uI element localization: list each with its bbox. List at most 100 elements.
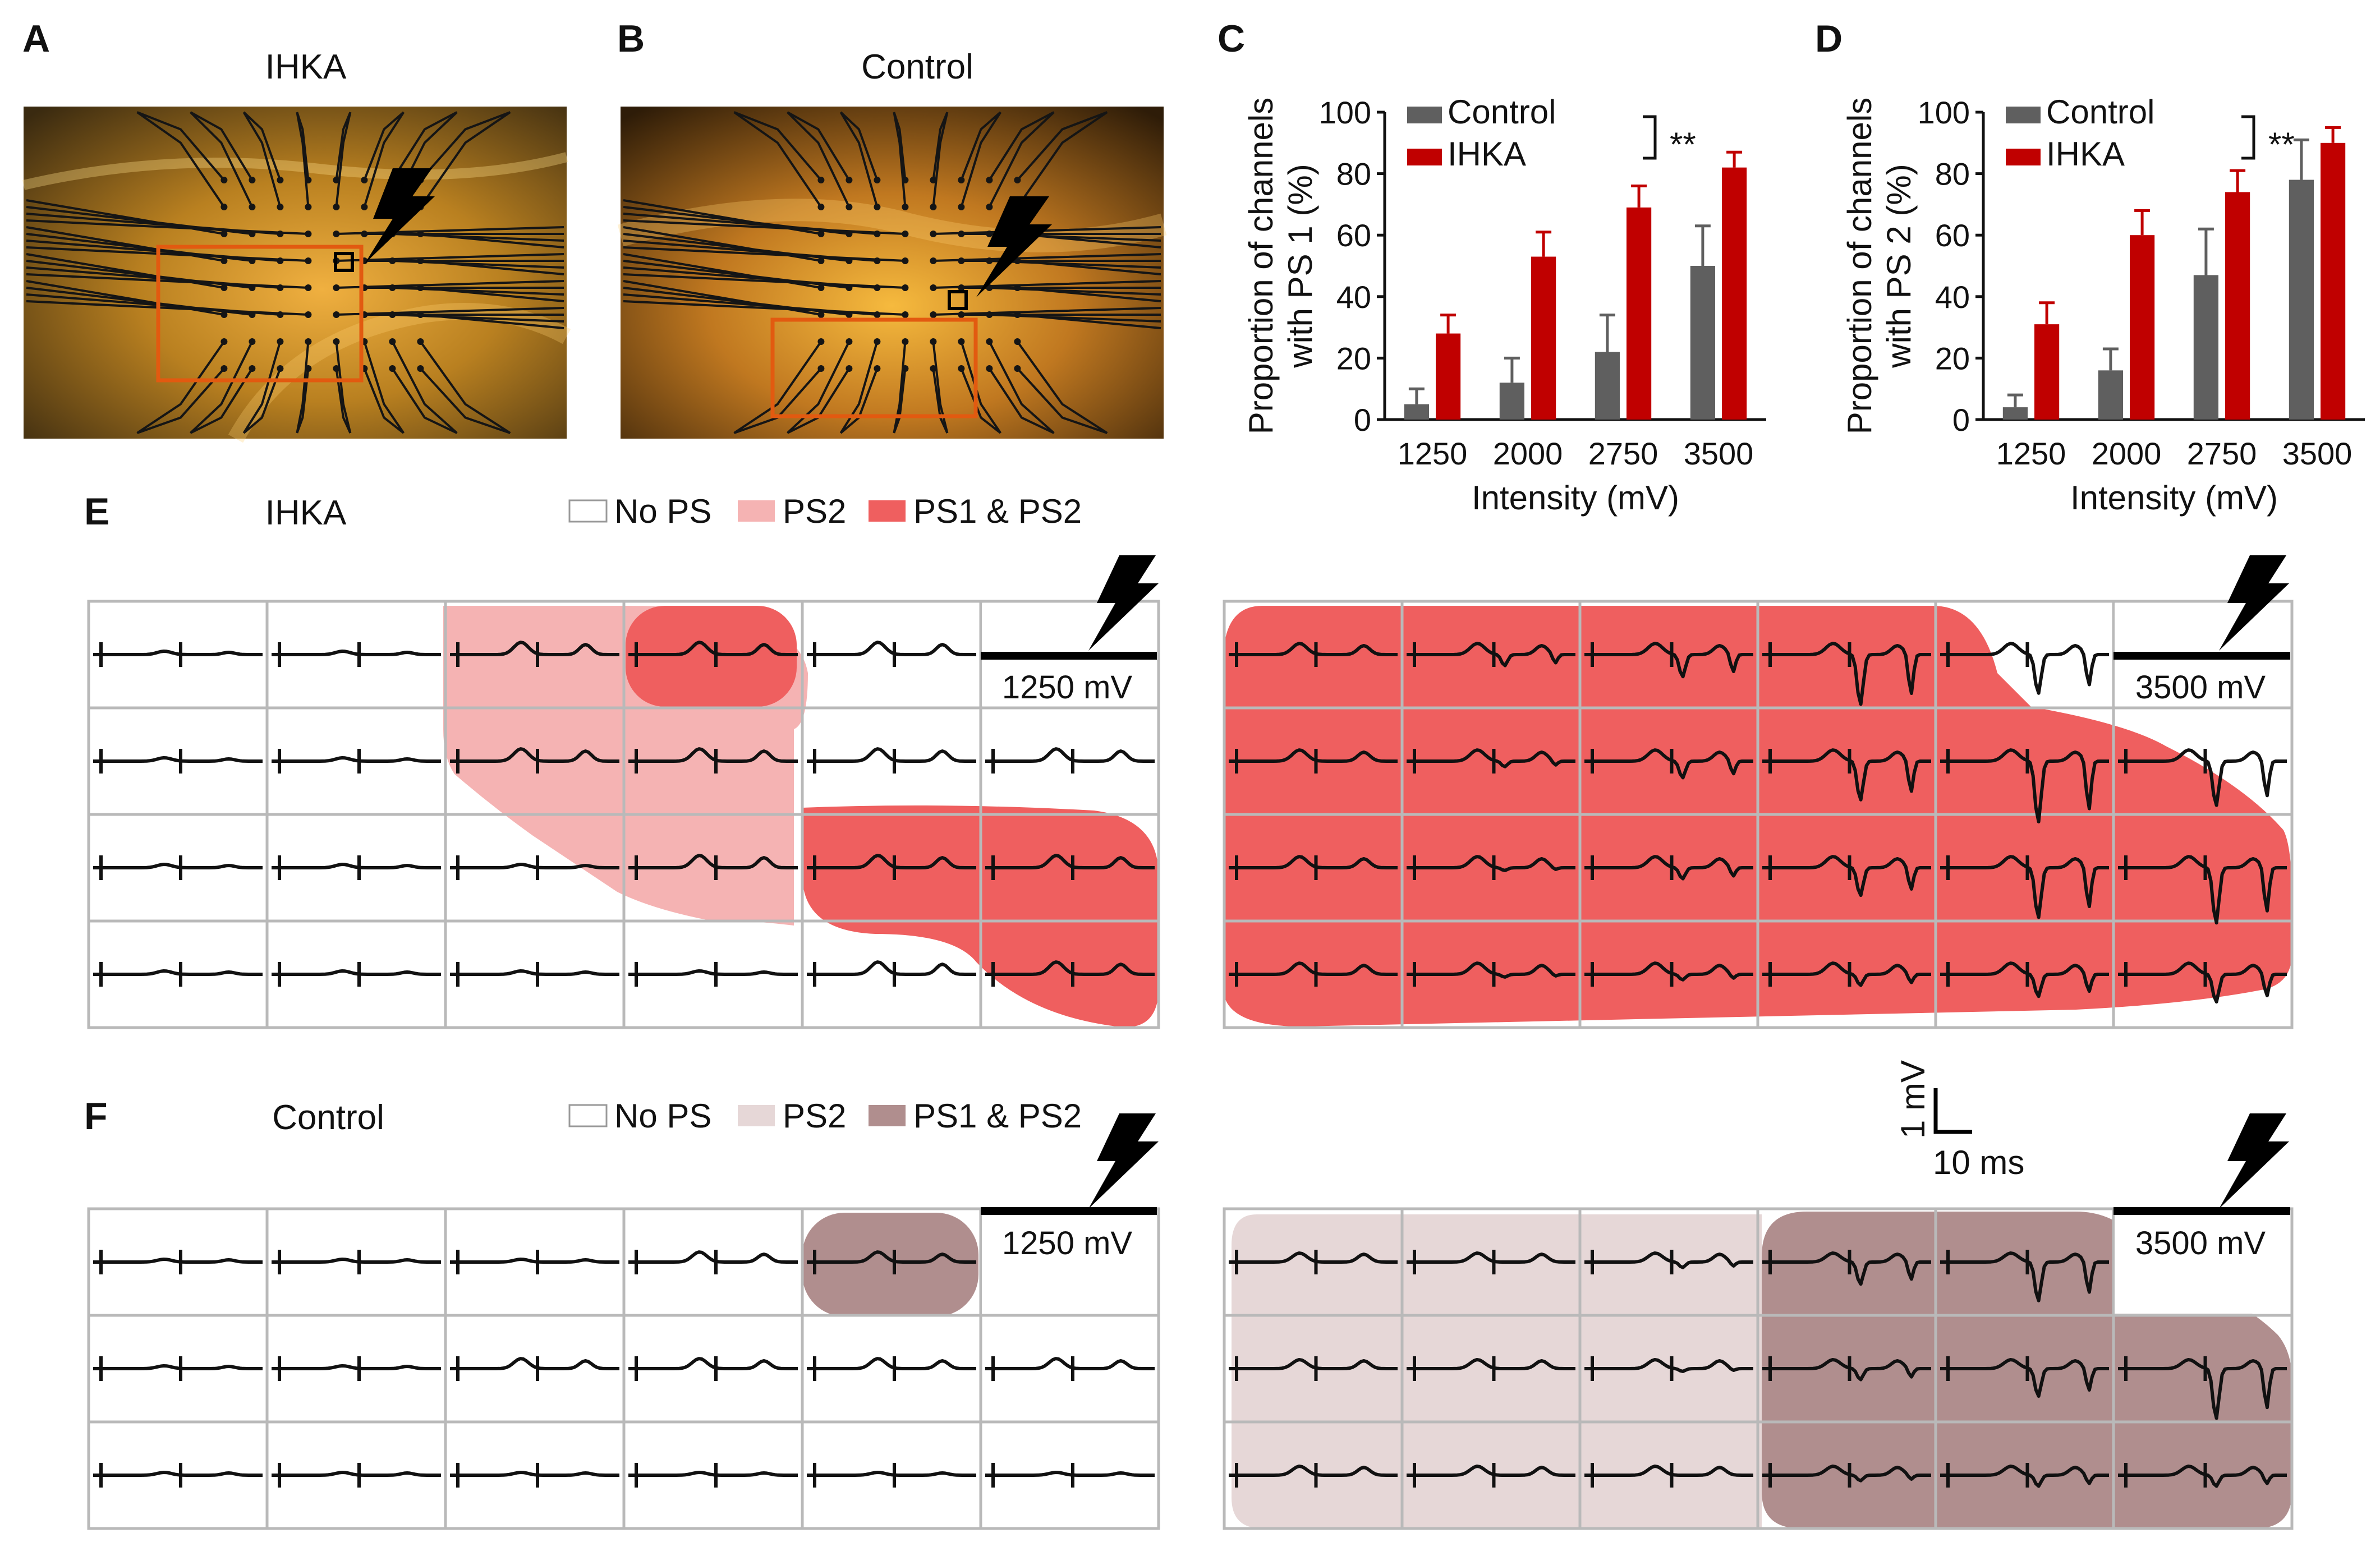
- y-axis-label: Proportion of channels: [1841, 98, 1878, 434]
- legend-swatch-ps1-ps2: [869, 1105, 906, 1126]
- y-tick-label: 0: [1354, 402, 1371, 438]
- control-grid-1250: 1250 mV: [87, 1113, 1160, 1530]
- trace: [1940, 961, 2109, 998]
- control-slice-photo: [617, 107, 1167, 439]
- lightning-bolt-icon: [1088, 1113, 1159, 1209]
- significance-label: **: [1670, 126, 1696, 163]
- error-bar: [2230, 169, 2246, 192]
- lightning-bolt-icon: [976, 196, 1052, 297]
- bar-control-1250: [2002, 407, 2028, 420]
- scale-bar-time-label: 10 ms: [1933, 1144, 2024, 1181]
- stimulus-intensity-label: 3500 mV: [2135, 1225, 2266, 1261]
- trace: [93, 1364, 263, 1370]
- bar-control-2750: [2193, 275, 2218, 420]
- panel-b-title: Control: [861, 48, 973, 86]
- electrode-lead: [26, 111, 564, 434]
- error-bar: [1504, 356, 1520, 383]
- bar-control-2000: [2098, 370, 2123, 420]
- legend-label-ps2: PS2: [783, 1097, 846, 1135]
- trace: [807, 1250, 976, 1264]
- x-tick-label: 3500: [2282, 436, 2353, 471]
- panel-c-letter: C: [1217, 17, 1245, 60]
- stimulation-electrode-marker: [334, 252, 354, 272]
- y-tick-label: 80: [1336, 156, 1371, 192]
- legend-swatch-no-ps: [568, 499, 608, 523]
- x-tick-label: 3500: [1684, 436, 1754, 471]
- trace: [2118, 961, 2287, 1004]
- x-axis-label: Intensity (mV): [1472, 479, 1679, 517]
- bar-control-3500: [2289, 179, 2314, 420]
- x-tick-label: 2000: [2092, 436, 2162, 471]
- recording-region-box: [156, 245, 364, 383]
- panel-f-letter: F: [84, 1095, 108, 1138]
- panel-c: C Proportion of channels with PS 1 (%) 0 20…: [1217, 17, 1766, 517]
- field-potential-traces: [1229, 642, 2287, 1004]
- legend-label-ihka: IHKA: [1448, 135, 1526, 173]
- trace: [93, 1258, 263, 1264]
- x-tick-label: 1250: [1996, 436, 2066, 471]
- y-tick-label: 40: [1336, 279, 1371, 315]
- trace: [272, 1364, 441, 1370]
- bar-ihka-2750: [2225, 192, 2250, 420]
- trace: [1229, 855, 1398, 869]
- lightning-bolt-icon: [2219, 555, 2289, 651]
- error-bar: [1408, 387, 1425, 404]
- stimulus-intensity-label: 3500 mV: [2135, 669, 2266, 706]
- trace: [93, 756, 263, 763]
- trace: [93, 1471, 263, 1477]
- significance-bracket: [2241, 115, 2255, 160]
- trace: [1762, 748, 1931, 802]
- trace: [2118, 1465, 2287, 1488]
- trace: [272, 756, 441, 763]
- trace: [1762, 961, 1931, 987]
- stimulus-bar: [2113, 1207, 2290, 1215]
- scale-bar-voltage-label: 1 mV: [1894, 1060, 1932, 1139]
- ps1-ps2-region: [802, 1213, 978, 1316]
- legend-swatch-ps1-ps2: [869, 500, 906, 522]
- trace: [628, 854, 798, 869]
- error-bar: [2325, 126, 2341, 143]
- ihka-grid-1250: 1250 mV: [87, 555, 1160, 1029]
- stimulus-bar: [981, 652, 1157, 660]
- x-tick-label: 1250: [1398, 436, 1468, 471]
- trace: [1229, 748, 1398, 763]
- legend-label-ps2: PS2: [783, 492, 846, 530]
- trace: [1940, 1251, 2109, 1302]
- control-grid-3500: 3500 mV: [1223, 1113, 2294, 1530]
- x-tick-label: 2750: [1588, 436, 1658, 471]
- legend-label-control: Control: [2046, 93, 2154, 131]
- panel-e-title: IHKA: [265, 494, 347, 532]
- field-potential-traces: [1229, 1250, 2287, 1488]
- x-axis-label: Intensity (mV): [2070, 479, 2278, 517]
- trace: [1407, 748, 1575, 768]
- field-potential-traces: [93, 1250, 1155, 1488]
- trace: [272, 1471, 441, 1477]
- trace: [1584, 1465, 1753, 1477]
- y-tick-label: 60: [1935, 218, 1970, 253]
- trace: [628, 641, 798, 656]
- trace: [1940, 748, 2109, 823]
- legend-label-ps1-ps2: PS1 & PS2: [913, 1097, 1082, 1135]
- trace: [1762, 642, 1931, 706]
- trace: [450, 969, 619, 976]
- bar-control-2000: [1499, 383, 1524, 420]
- trace: [450, 641, 619, 656]
- legend-swatch-no-ps: [568, 1104, 608, 1127]
- panel-b: B Control: [617, 17, 1167, 439]
- legend-f: No PS PS2 PS1 & PS2: [568, 1097, 1082, 1135]
- y-tick-label: 20: [1935, 340, 1970, 376]
- trace: [450, 1357, 619, 1370]
- trace: [450, 1471, 619, 1477]
- recording-region-box: [770, 317, 978, 418]
- recording-grid: [87, 600, 1160, 1029]
- stimulus-label-box: [982, 1210, 1157, 1314]
- trace: [985, 1357, 1155, 1370]
- trace: [272, 969, 441, 976]
- error-bar: [1440, 314, 1457, 334]
- trace: [1229, 1465, 1398, 1477]
- error-bar: [2102, 347, 2119, 371]
- trace: [628, 1471, 798, 1477]
- legend-swatch-ihka: [2006, 149, 2041, 165]
- bar-ihka-3500: [1722, 167, 1747, 420]
- bar-chart-ps1: Proportion of channels with PS 1 (%) 0 20 40…: [1242, 93, 1766, 517]
